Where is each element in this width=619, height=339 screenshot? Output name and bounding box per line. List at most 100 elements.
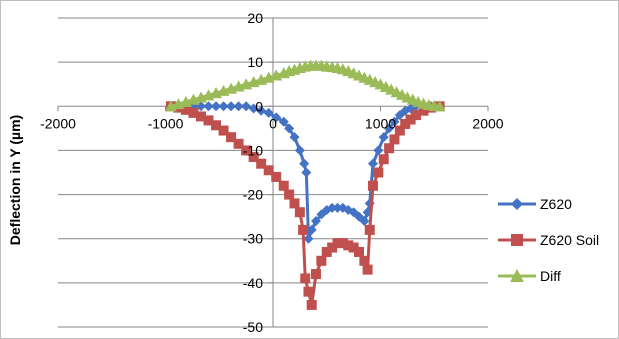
data-point xyxy=(195,111,206,122)
data-point xyxy=(299,158,310,169)
data-point xyxy=(367,180,378,191)
y-tick-label: 20 xyxy=(247,10,263,26)
data-point xyxy=(378,154,389,165)
series-z620-soil xyxy=(165,101,445,310)
data-point xyxy=(367,158,378,169)
data-point xyxy=(389,134,400,145)
data-point xyxy=(226,132,237,143)
data-point xyxy=(188,107,199,118)
data-point xyxy=(211,120,222,131)
y-tick-label: -20 xyxy=(243,187,263,203)
data-point xyxy=(289,198,300,209)
data-point xyxy=(321,246,332,257)
data-point xyxy=(298,224,309,235)
data-point xyxy=(263,165,274,176)
y-tick-label: 10 xyxy=(247,54,263,70)
data-point xyxy=(203,115,214,126)
data-point xyxy=(271,171,282,182)
data-point xyxy=(327,242,338,253)
data-point xyxy=(241,101,252,112)
legend-entry: Z620 xyxy=(498,196,572,212)
tick-labels: 20 10 0 -10 -20 -30 -40 -50 -2000 -1000 0 1000 2000 xyxy=(40,10,504,335)
data-point xyxy=(306,224,317,235)
data-point xyxy=(256,158,267,169)
data-point xyxy=(384,143,395,154)
data-point xyxy=(248,103,259,114)
data-point xyxy=(364,224,375,235)
data-point xyxy=(394,125,405,136)
data-point xyxy=(278,180,289,191)
data-point xyxy=(332,202,343,213)
series-layer xyxy=(164,59,446,310)
data-point xyxy=(256,105,267,116)
legend-entry: Z620 Soil xyxy=(498,232,599,248)
data-point xyxy=(218,101,229,112)
data-point xyxy=(271,112,282,123)
data-point xyxy=(384,123,395,134)
legend: Z620 Z620 Soil Diff xyxy=(498,196,599,284)
data-point xyxy=(327,202,338,213)
data-point xyxy=(233,101,244,112)
data-point xyxy=(284,123,295,134)
data-point xyxy=(241,145,252,156)
data-point xyxy=(510,269,524,282)
data-point xyxy=(226,101,237,112)
y-tick-label: -10 xyxy=(243,142,263,158)
data-point xyxy=(263,107,274,118)
y-tick-label: -40 xyxy=(243,275,263,291)
data-point xyxy=(418,105,429,116)
data-point xyxy=(300,273,311,284)
y-tick-label: -30 xyxy=(243,231,263,247)
data-point xyxy=(284,189,295,200)
data-point xyxy=(218,125,229,136)
data-point xyxy=(378,132,389,143)
data-point xyxy=(405,114,416,125)
data-point xyxy=(248,152,259,163)
data-point xyxy=(311,269,321,280)
y-tick-label: 0 xyxy=(255,98,263,114)
data-point xyxy=(373,167,384,178)
data-point xyxy=(278,116,289,127)
data-point xyxy=(354,246,364,257)
x-tick-label: 1000 xyxy=(365,115,396,131)
data-point xyxy=(211,101,222,112)
x-tick-label: -2000 xyxy=(40,115,76,131)
legend-label: Diff xyxy=(540,268,561,284)
data-point xyxy=(511,198,523,210)
data-point xyxy=(332,238,343,249)
data-point xyxy=(359,255,370,266)
x-tick-label: -1000 xyxy=(148,115,184,131)
legend-label: Z620 xyxy=(540,196,572,212)
data-point xyxy=(289,132,300,143)
data-point xyxy=(511,234,523,246)
x-tick-label: 0 xyxy=(269,115,277,131)
data-point xyxy=(400,118,411,129)
data-point xyxy=(294,145,305,156)
data-point xyxy=(433,100,446,112)
series-diff xyxy=(164,59,446,112)
data-point xyxy=(343,240,354,251)
data-point xyxy=(337,238,348,249)
data-point xyxy=(233,138,244,149)
data-point xyxy=(311,216,321,227)
data-point xyxy=(180,104,191,115)
data-point xyxy=(203,101,214,112)
data-point xyxy=(306,299,317,310)
data-point xyxy=(410,110,421,121)
data-point xyxy=(294,207,305,218)
data-point xyxy=(362,264,373,275)
data-point xyxy=(301,167,312,178)
data-point xyxy=(359,216,370,227)
data-point xyxy=(389,116,400,127)
data-point xyxy=(373,145,384,156)
data-point xyxy=(303,286,314,297)
y-axis-label: Deflection in Y (µm) xyxy=(7,115,23,245)
legend-entry: Diff xyxy=(498,268,561,284)
data-point xyxy=(303,233,314,244)
data-point xyxy=(348,242,359,253)
x-tick-label: 2000 xyxy=(472,115,503,131)
y-tick-label: -50 xyxy=(243,319,263,335)
data-point xyxy=(316,255,327,266)
